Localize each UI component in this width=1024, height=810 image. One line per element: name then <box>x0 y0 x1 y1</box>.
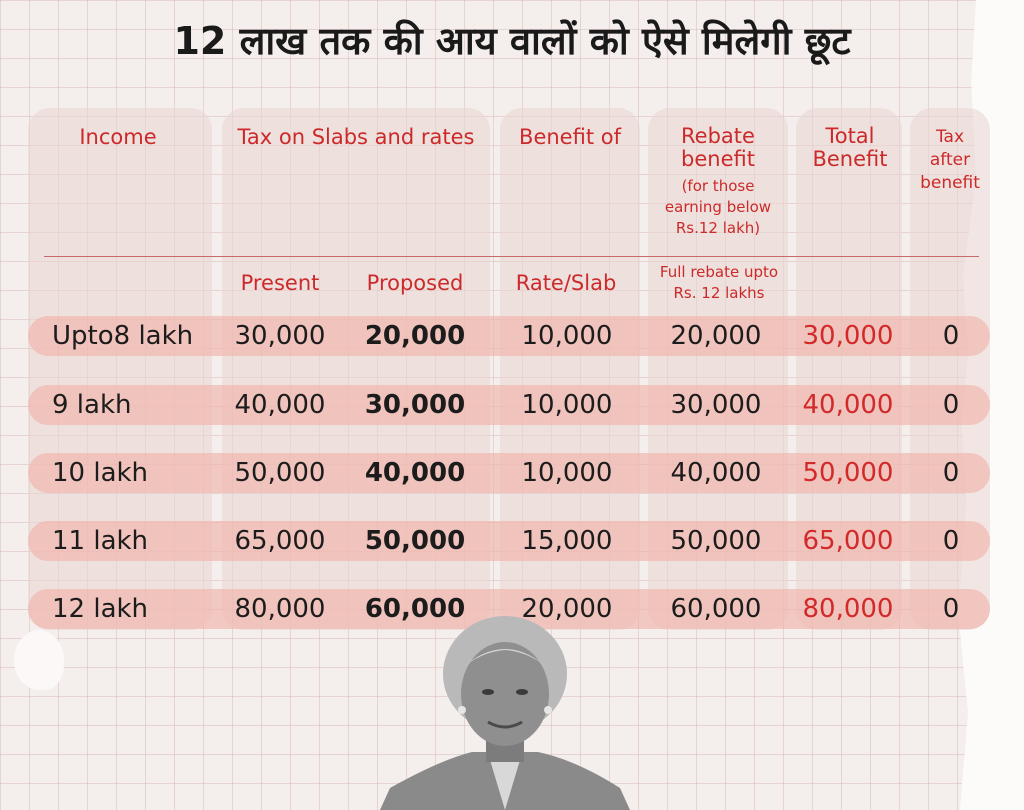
total-benefit-cell: 40,000 <box>802 390 894 420</box>
tax-after-cell: 0 <box>942 458 960 488</box>
tax-after-cell: 0 <box>942 594 960 624</box>
rate-slab-cell: 10,000 <box>521 321 613 351</box>
page-title: 12 लाख तक की आय वालों को ऐसे मिलेगी छूट <box>173 19 851 63</box>
portrait-photo <box>380 616 630 810</box>
paper-blot <box>14 630 64 690</box>
rebate-cell: 40,000 <box>670 458 762 488</box>
rebate-cell: 30,000 <box>670 390 762 420</box>
income-cell: 12 lakh <box>52 594 149 624</box>
row-band <box>28 385 990 425</box>
header-rebate-benefit: Rebate benefit <box>681 124 755 172</box>
tax-after-cell: 0 <box>942 526 960 556</box>
row-band <box>28 521 990 561</box>
rebate-cell: 60,000 <box>670 594 762 624</box>
total-benefit-cell: 80,000 <box>802 594 894 624</box>
proposed-tax-cell: 40,000 <box>364 458 466 488</box>
present-tax-cell: 40,000 <box>234 390 326 420</box>
header-divider <box>44 256 979 257</box>
header-tax-on-slabs: Tax on Slabs and rates <box>237 125 475 149</box>
total-benefit-cell: 50,000 <box>802 458 894 488</box>
rate-slab-cell: 10,000 <box>521 458 613 488</box>
total-benefit-cell: 65,000 <box>802 526 894 556</box>
proposed-tax-cell: 50,000 <box>364 526 466 556</box>
header-total-benefit: Total Benefit <box>812 124 888 172</box>
tax-after-cell: 0 <box>942 390 960 420</box>
present-tax-cell: 80,000 <box>234 594 326 624</box>
present-tax-cell: 65,000 <box>234 526 326 556</box>
total-benefit-cell: 30,000 <box>802 321 894 351</box>
row-band <box>28 453 990 493</box>
income-cell: 11 lakh <box>52 526 149 556</box>
row-band <box>28 316 990 356</box>
rate-slab-cell: 20,000 <box>521 594 613 624</box>
income-cell: Upto8 lakh <box>52 321 194 351</box>
tax-after-cell: 0 <box>942 321 960 351</box>
rebate-cell: 20,000 <box>670 321 762 351</box>
subheader-proposed: Proposed <box>366 271 464 295</box>
proposed-tax-cell: 30,000 <box>364 390 466 420</box>
subheader-present: Present <box>240 271 320 295</box>
header-rebate-note: (for those earning below Rs.12 lakh) <box>664 177 772 237</box>
subheader-full-rebate: Full rebate upto Rs. 12 lakhs <box>659 263 779 302</box>
header-income: Income <box>79 125 157 149</box>
subheader-rate-slab: Rate/Slab <box>515 271 617 295</box>
header-benefit-of: Benefit of <box>519 125 621 149</box>
income-cell: 9 lakh <box>52 390 132 420</box>
rate-slab-cell: 15,000 <box>521 526 613 556</box>
income-cell: 10 lakh <box>52 458 149 488</box>
proposed-tax-cell: 60,000 <box>364 594 466 624</box>
proposed-tax-cell: 20,000 <box>364 321 466 351</box>
rate-slab-cell: 10,000 <box>521 390 613 420</box>
header-tax-after: Tax after benefit <box>920 127 980 193</box>
present-tax-cell: 30,000 <box>234 321 326 351</box>
present-tax-cell: 50,000 <box>234 458 326 488</box>
rebate-cell: 50,000 <box>670 526 762 556</box>
